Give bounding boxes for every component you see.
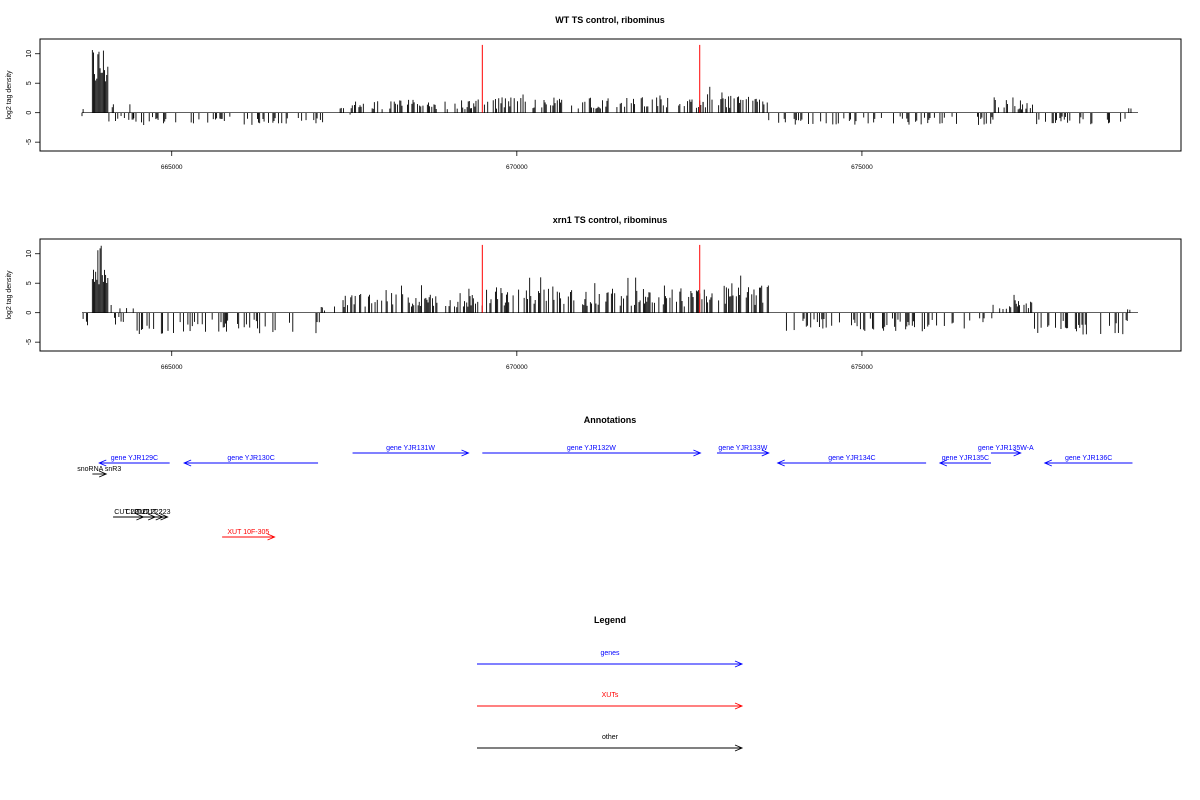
track-title: WT TS control, ribominus — [555, 15, 665, 25]
feature-label: gene YJR130C — [227, 455, 274, 462]
legend-label: XUTs — [602, 692, 619, 699]
y-axis-label: log2 tag density — [6, 270, 13, 320]
y-tick-label: 10 — [26, 250, 33, 258]
track-panel-xrn1: xrn1 TS control, ribominus log2 tag dens… — [6, 215, 1182, 371]
y-tick-label: 10 — [26, 50, 33, 58]
arrow-head — [160, 513, 169, 521]
arrow-head — [734, 660, 744, 668]
arrow-head — [1013, 449, 1022, 457]
arrow-head — [761, 449, 770, 457]
y-axis-label: log2 tag density — [6, 70, 13, 120]
arrow-head — [938, 459, 948, 467]
y-tick-label: -5 — [26, 139, 33, 145]
track-panel-wt: WT TS control, ribominus log2 tag densit… — [6, 15, 1182, 171]
y-tick-label: 5 — [26, 281, 33, 285]
y-tick-label: -5 — [26, 339, 33, 345]
arrow-head — [776, 459, 785, 467]
feature-label: gene YJR134C — [828, 455, 875, 462]
feature-label: gene YJR136C — [1065, 455, 1112, 462]
arrow-head — [1043, 459, 1052, 467]
arrow-head — [461, 449, 470, 457]
feature-label: gene YJR135C — [942, 455, 989, 462]
feature-label: CUT 223 — [143, 509, 171, 516]
feature-label: gene YJR129C — [111, 455, 158, 462]
arrow-head — [693, 449, 702, 457]
legend-title: Legend — [594, 615, 626, 625]
feature-label: CUT 220 — [114, 509, 142, 516]
plot-frame — [39, 38, 1182, 152]
feature-label: snoRNA snR3 — [77, 466, 121, 473]
arrow-head — [98, 459, 107, 467]
feature-label: CUT 222 — [135, 509, 163, 516]
feature-label: gene YJR133W — [718, 445, 767, 452]
arrow-head — [183, 459, 192, 467]
x-tick-label: 665000 — [161, 164, 183, 171]
arrow-head — [734, 744, 744, 752]
track-title: xrn1 TS control, ribominus — [553, 215, 668, 225]
arrow-head — [267, 533, 276, 541]
feature-label: CUT 221 — [126, 509, 154, 516]
annotation-track: Annotations gene YJR129C gene YJR130C gene… — [77, 415, 1133, 541]
x-tick-label: 675000 — [851, 164, 873, 171]
x-tick-label: 670000 — [506, 364, 528, 371]
y-tick-label: 0 — [26, 311, 33, 315]
legend: Legend genes XUTs other — [477, 615, 744, 752]
arrow-head — [734, 702, 744, 710]
legend-label: genes — [600, 650, 620, 657]
plot-frame — [39, 238, 1182, 352]
feature-label: gene YJR135W-A — [978, 445, 1034, 452]
legend-label: other — [602, 734, 619, 741]
x-tick-label: 670000 — [506, 164, 528, 171]
x-tick-label: 675000 — [851, 364, 873, 371]
x-tick-label: 665000 — [161, 364, 183, 371]
feature-label: gene YJR132W — [567, 445, 616, 452]
annotations-title: Annotations — [584, 415, 637, 425]
y-tick-label: 0 — [26, 111, 33, 115]
feature-label: XUT 10F-305 — [227, 529, 269, 536]
y-tick-label: 5 — [26, 81, 33, 85]
feature-label: gene YJR131W — [386, 445, 435, 452]
arrow-head — [98, 470, 108, 478]
